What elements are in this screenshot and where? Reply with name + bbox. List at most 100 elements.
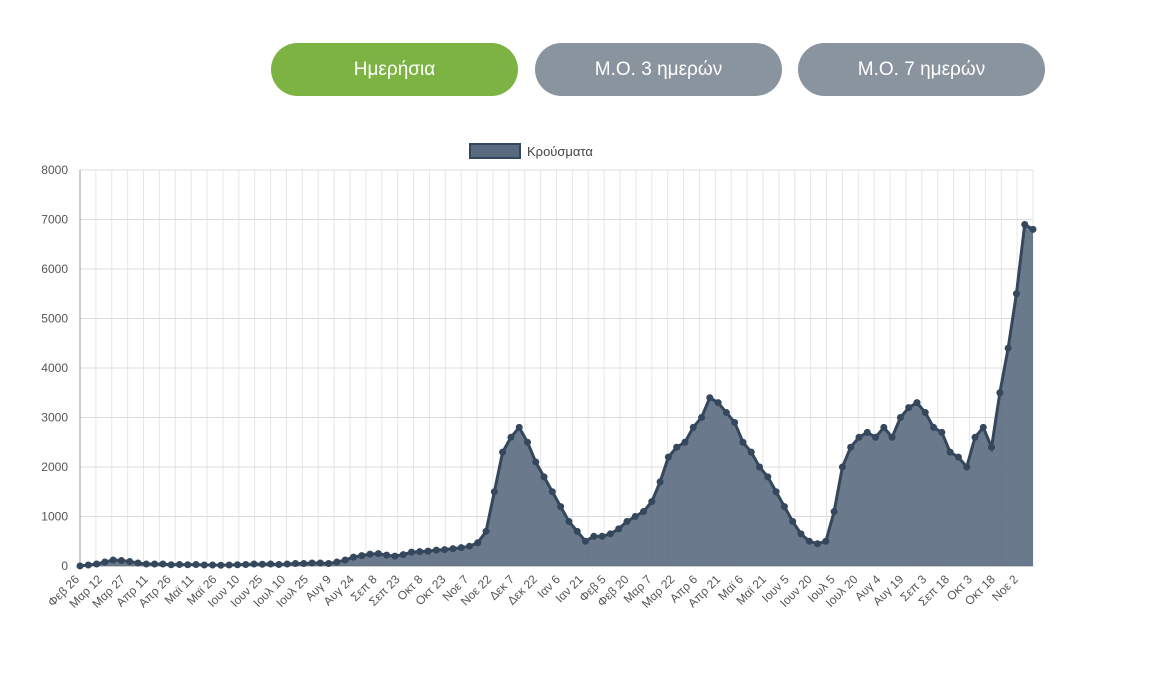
data-point <box>101 558 109 566</box>
data-point <box>349 553 357 561</box>
data-point <box>590 532 598 540</box>
data-point <box>184 561 192 569</box>
data-point <box>275 561 283 569</box>
data-point <box>938 428 946 436</box>
data-point <box>979 423 987 431</box>
data-point <box>640 508 648 516</box>
data-point <box>333 558 341 566</box>
data-point <box>1012 290 1020 298</box>
data-point <box>233 561 241 569</box>
data-point <box>598 532 606 540</box>
data-point <box>532 458 540 466</box>
data-point <box>416 548 424 556</box>
data-point <box>681 438 689 446</box>
data-point <box>573 527 581 535</box>
data-point <box>905 404 913 412</box>
data-point <box>109 556 117 564</box>
data-point <box>557 503 565 511</box>
data-point <box>341 556 349 564</box>
data-point <box>76 562 84 570</box>
data-point <box>84 561 92 569</box>
data-point <box>739 438 747 446</box>
data-point <box>490 488 498 496</box>
data-point <box>988 443 996 451</box>
data-point <box>134 559 142 567</box>
data-point <box>391 552 399 560</box>
data-point <box>383 551 391 559</box>
data-point <box>996 389 1004 397</box>
cases-chart: 0 1000 2000 3000 4000 5000 6000 7000 8000 Φεβ 26 Μ… <box>0 130 1160 670</box>
data-point <box>374 550 382 558</box>
data-point <box>664 453 672 461</box>
data-point <box>805 537 813 545</box>
data-point <box>689 423 697 431</box>
data-point <box>325 560 333 568</box>
data-point <box>764 473 772 481</box>
data-point <box>432 546 440 554</box>
data-point <box>872 433 880 441</box>
data-point <box>855 433 863 441</box>
y-tick-label: 1000 <box>41 510 68 524</box>
data-point <box>946 448 954 456</box>
data-point <box>731 418 739 426</box>
data-point <box>449 545 457 553</box>
data-point <box>151 560 159 568</box>
data-point <box>465 542 473 550</box>
data-point <box>308 559 316 567</box>
series-area <box>80 224 1033 566</box>
data-point <box>847 443 855 451</box>
x-tick-label: Νοε 2 <box>989 572 1021 604</box>
data-point <box>225 561 233 569</box>
data-point <box>209 561 217 569</box>
data-point <box>797 530 805 538</box>
data-point <box>623 517 631 525</box>
data-point <box>175 561 183 569</box>
y-tick-label: 5000 <box>41 312 68 326</box>
data-point <box>1004 344 1012 352</box>
data-point <box>515 423 523 431</box>
data-point <box>963 463 971 471</box>
data-point <box>971 433 979 441</box>
data-point <box>606 530 614 538</box>
tab-daily[interactable]: Ημερήσια <box>271 43 518 96</box>
data-point <box>656 478 664 486</box>
data-point <box>747 448 755 456</box>
data-point <box>838 463 846 471</box>
data-point <box>358 552 366 560</box>
data-point <box>888 433 896 441</box>
data-point <box>126 558 134 566</box>
data-point <box>482 527 490 535</box>
data-point <box>548 488 556 496</box>
data-point <box>1021 220 1029 228</box>
data-point <box>913 399 921 407</box>
tab-7day-average[interactable]: Μ.Ο. 7 ημερών <box>798 43 1045 96</box>
data-point <box>648 498 656 506</box>
data-point <box>499 448 507 456</box>
data-point <box>896 414 904 421</box>
data-point <box>540 473 548 481</box>
data-point <box>192 561 200 569</box>
data-point <box>242 561 250 569</box>
data-point <box>615 525 623 533</box>
tab-3day-average[interactable]: Μ.Ο. 3 ημερών <box>535 43 782 96</box>
data-point <box>756 463 764 471</box>
y-tick-label: 3000 <box>41 411 68 425</box>
data-point <box>407 548 415 556</box>
data-point <box>250 560 258 568</box>
y-tick-label: 2000 <box>41 460 68 474</box>
data-point <box>316 559 324 567</box>
data-point <box>159 560 167 568</box>
data-point <box>267 560 275 568</box>
data-point <box>780 503 788 511</box>
legend-label: Κρούσματα <box>527 144 593 159</box>
data-point <box>714 399 722 407</box>
data-point <box>814 540 822 548</box>
data-point <box>258 560 266 568</box>
data-point <box>117 557 125 565</box>
data-point <box>822 537 830 545</box>
data-point <box>441 546 449 554</box>
data-point <box>565 517 573 525</box>
data-point <box>863 428 871 436</box>
data-point <box>830 508 838 516</box>
